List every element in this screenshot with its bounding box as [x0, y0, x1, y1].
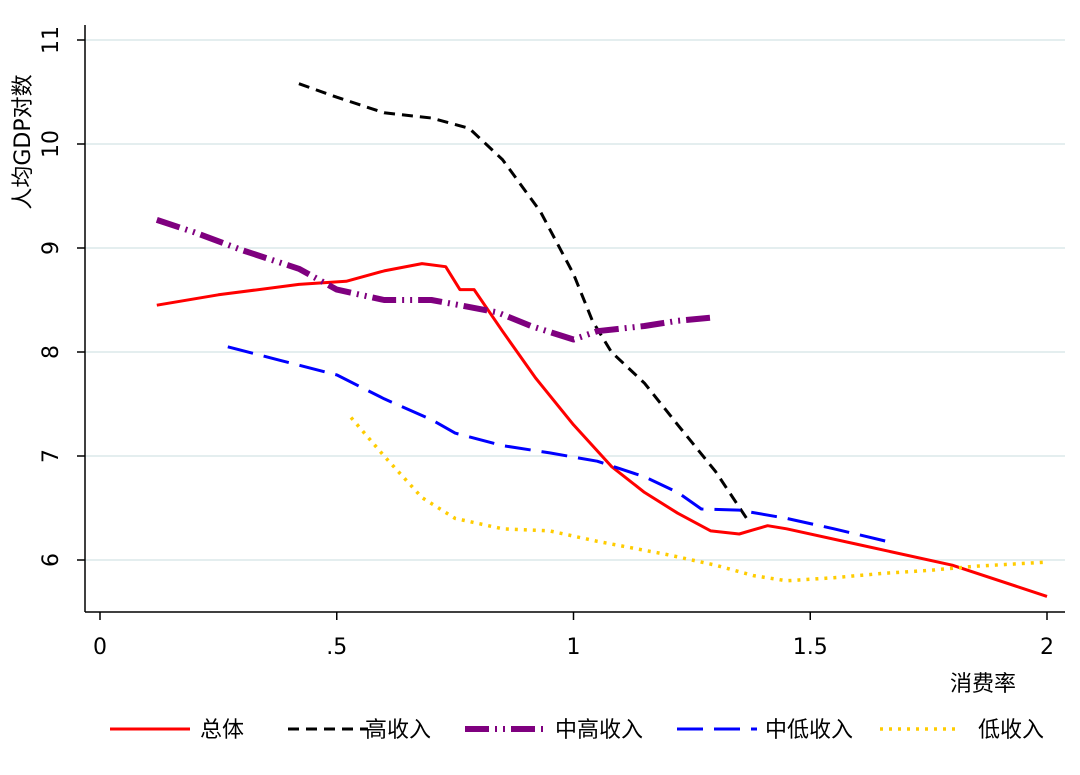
- y-tick-label: 8: [39, 345, 64, 359]
- x-axis-title: 消费率: [950, 672, 1016, 697]
- y-axis-title: 人均GDP对数: [11, 74, 36, 209]
- series-lines: [155, 82, 1048, 598]
- y-tick-label: 7: [39, 449, 64, 463]
- legend-label-2: 高收入: [365, 718, 431, 743]
- tick-marks: 6 7 8 9 10 11 0 .5 1 1.5 2: [39, 26, 1054, 660]
- legend-label-1: 总体: [200, 718, 244, 743]
- y-tick-label: 9: [39, 241, 64, 255]
- legend-label-3: 中高收入: [555, 718, 643, 743]
- x-tick-label: 1.5: [793, 635, 828, 660]
- y-tick-label: 10: [39, 130, 64, 158]
- legend-label-5: 低收入: [978, 718, 1044, 743]
- series-line-4: [227, 345, 892, 544]
- x-tick-label: .5: [326, 635, 347, 660]
- y-tick-label: 11: [39, 26, 64, 54]
- y-tick-label: 6: [39, 553, 64, 567]
- x-tick-label: 2: [1040, 635, 1054, 660]
- series-line-2: [298, 82, 750, 523]
- series-line-5: [349, 416, 1048, 583]
- x-tick-label: 1: [567, 635, 581, 660]
- series-line-3: [155, 217, 712, 343]
- legend: 总体 高收入 中高收入 中低收入 低收入: [110, 718, 1044, 743]
- grid-lines: [85, 39, 1065, 561]
- series-line-1: [156, 262, 1048, 598]
- legend-label-4: 中低收入: [765, 718, 853, 743]
- x-tick-label: 0: [93, 635, 107, 660]
- axes: [84, 25, 1065, 613]
